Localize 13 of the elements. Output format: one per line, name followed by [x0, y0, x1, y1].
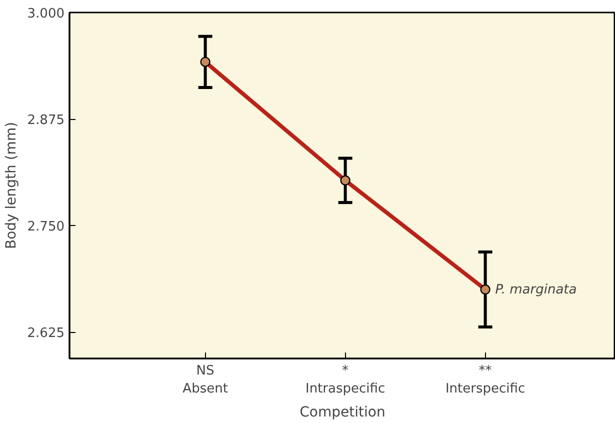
x-tick-label: Interspecific — [445, 382, 526, 396]
x-tick-label: Absent — [182, 382, 228, 396]
series-label: P. marginata — [495, 282, 577, 298]
text: NS — [196, 364, 214, 378]
text: ** — [478, 364, 492, 378]
y-tick-label: 3.000 — [27, 6, 64, 22]
x-axis-title: Competition — [300, 404, 386, 420]
y-tick-label: 2.750 — [27, 220, 64, 235]
x-tick-label: Intraspecific — [306, 382, 386, 396]
y-axis-title: Body length (mm) — [3, 122, 20, 250]
y-tick-label: 2.875 — [27, 113, 64, 128]
y-tick-label: 2.625 — [27, 326, 64, 342]
text: * — [342, 364, 350, 378]
